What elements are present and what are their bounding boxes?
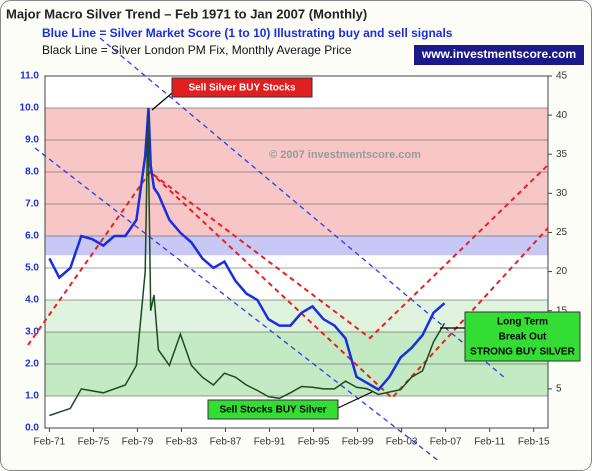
x-tick-label: Feb-83 [166,437,198,448]
x-tick-label: Feb-91 [254,437,286,448]
y-tick-label: 10.0 [20,103,40,114]
y2-tick-label: 45 [556,71,568,82]
y2-tick-label: 35 [556,149,568,160]
website-box [414,45,584,65]
zone-band [45,236,548,256]
plot-border [44,75,549,429]
y-tick-label: 3.0 [25,327,39,338]
y2-tick-label: 5 [556,384,562,395]
trend-channel [99,37,506,379]
watermark: © 2007 investmentscore.com [269,149,421,161]
annotation-text: Sell Silver BUY Stocks [188,83,296,94]
y2-tick-label: 30 [556,188,568,199]
x-tick-label: Feb-07 [430,437,462,448]
x-tick-label: Feb-99 [342,437,374,448]
series-line [49,115,446,417]
y2-tick-label: 40 [556,110,568,121]
subtitle: Black Line = Silver London PM Fix, Month… [42,43,352,57]
annotation-box [171,77,313,98]
y2-tick-label: 15 [556,305,568,316]
y2-tick-label: 25 [556,227,568,238]
y-tick-label: 9.0 [25,135,39,146]
trend-channel [34,147,441,463]
subtitle: Blue Line = Silver Market Score (1 to 10… [42,26,453,40]
y-tick-label: 11.0 [20,71,39,82]
plot-area [45,75,548,429]
zone-band [45,300,548,332]
series-line [48,107,446,392]
y-tick-label: 6.0 [25,231,39,242]
chart-title: Major Macro Silver Trend – Feb 1971 to J… [6,6,367,21]
x-tick-label: Feb-71 [34,437,66,448]
annotation-arrow [337,391,373,409]
y-tick-label: 4.0 [25,295,39,306]
x-tick-label: Feb-79 [122,437,154,448]
annotation-text: STRONG BUY SILVER [470,347,575,358]
y-tick-label: 0.0 [25,423,39,434]
annotation-text: Break Out [499,332,547,343]
y-tick-label: 2.0 [25,359,39,370]
x-tick-label: Feb-03 [386,437,418,448]
trend-channel [149,171,549,400]
y-tick-label: 5.0 [25,263,39,274]
website: www.investmentscore.com [421,47,576,61]
annotation-text: Long Term [497,317,548,328]
y-tick-label: 8.0 [25,167,39,178]
x-tick-label: Feb-95 [298,437,330,448]
y-tick-label: 7.0 [25,199,39,210]
annotation-text: Sell Stocks BUY Silver [219,405,326,416]
annotation-box [464,311,581,362]
x-tick-label: Feb-75 [78,437,110,448]
y-tick-label: 1.0 [25,391,39,402]
x-tick-label: Feb-15 [518,437,550,448]
y2-tick-label: 20 [556,266,568,277]
x-tick-label: Feb-11 [474,437,505,448]
annotation-box [207,399,339,420]
x-tick-label: Feb-87 [210,437,242,448]
